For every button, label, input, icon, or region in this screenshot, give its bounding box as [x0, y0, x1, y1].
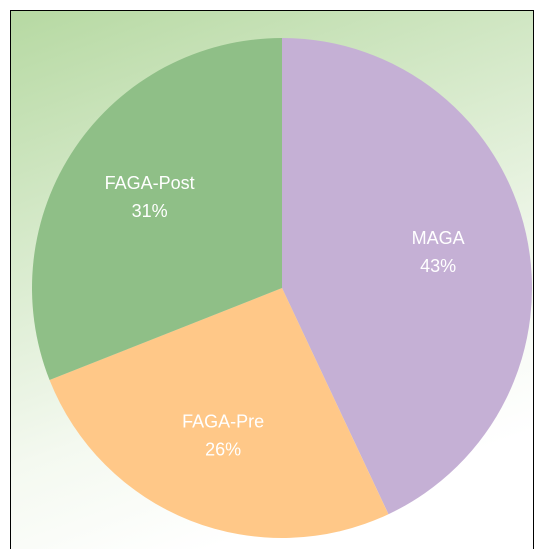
slice-value-label: 43%: [420, 256, 456, 276]
slice-value-label: 26%: [205, 440, 241, 460]
pie-slice: [32, 38, 283, 381]
pie-slice: [49, 288, 389, 539]
slice-label: FAGA-Post: [105, 173, 195, 193]
slice-label: MAGA: [412, 228, 465, 248]
slice-label: FAGA-Pre: [182, 412, 264, 432]
slice-value-label: 31%: [132, 201, 168, 221]
pie-slice: [282, 38, 533, 515]
